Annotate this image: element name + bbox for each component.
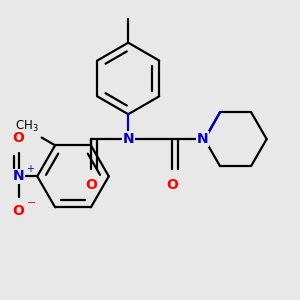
Text: CH$_3$: CH$_3$ (15, 119, 38, 134)
Text: +: + (26, 164, 34, 173)
Text: O: O (85, 178, 97, 192)
Text: N: N (13, 169, 24, 183)
Text: O: O (166, 178, 178, 192)
Text: O: O (13, 131, 25, 145)
Text: N: N (122, 132, 134, 146)
Text: N: N (197, 132, 209, 146)
Text: −: − (26, 198, 36, 208)
Text: O: O (13, 204, 25, 218)
